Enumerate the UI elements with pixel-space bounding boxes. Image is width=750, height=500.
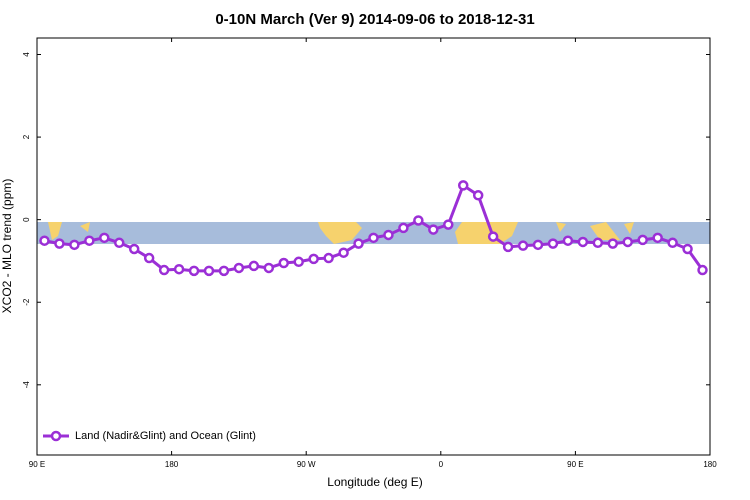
y-axis-title: XCO2 - MLO trend (ppm) [0,179,14,314]
point [443,219,454,230]
point [383,229,394,241]
point [398,222,409,234]
plot-frame [36,37,711,456]
point [308,253,319,265]
point [54,238,65,249]
x-tick-label: 90 W [297,460,316,469]
point [472,190,484,201]
point [517,240,529,251]
point [69,239,80,251]
point [114,237,125,249]
point [248,260,260,272]
point [203,265,215,277]
point [607,238,619,249]
y-tick-label: 4 [22,52,31,57]
land-patch [48,222,62,240]
point [39,235,50,246]
point [128,243,140,255]
land-patch [624,222,634,234]
point [637,234,648,246]
point [487,231,499,242]
point [667,237,678,249]
x-tick-label: 180 [165,460,179,469]
point [338,247,349,258]
point [547,238,559,249]
point [592,237,604,249]
chart-title: 0-10N March (Ver 9) 2014-09-06 to 2018-1… [215,11,534,28]
land-patch [556,222,566,232]
x-tick-label: 0 [439,460,444,469]
x-tick-label: 180 [703,460,717,469]
point [99,232,110,244]
y-tick-label: -2 [22,298,31,306]
point [622,236,633,248]
point [532,239,544,251]
y-tick-label: -4 [22,381,31,389]
land-patch [590,222,620,240]
point [293,256,304,268]
x-tick-label: 90 E [29,460,45,469]
point [428,224,439,235]
point [263,262,275,274]
x-axis-title: Longitude (deg E) [327,475,422,489]
point [682,243,693,255]
point [652,232,663,244]
point [562,235,574,246]
point [218,265,230,277]
point [143,252,155,264]
point [278,257,290,269]
land-patch [318,222,362,244]
point [368,232,379,244]
point [233,262,245,274]
legend-label: Land (Nadir&Glint) and Ocean (Glint) [75,430,256,442]
point [353,238,364,249]
point [84,235,95,246]
legend-marker [50,430,62,442]
y-tick-label: 2 [22,134,31,139]
point [502,241,514,253]
land-patch [455,222,518,244]
y-tick-label: 0 [22,217,31,222]
point [173,263,185,275]
point [413,215,424,226]
point [577,236,589,248]
land-patch [80,222,90,232]
point [158,264,170,276]
point [697,264,708,276]
x-tick-label: 90 E [567,460,583,469]
point [188,265,200,277]
point [457,180,469,191]
point [323,252,334,264]
